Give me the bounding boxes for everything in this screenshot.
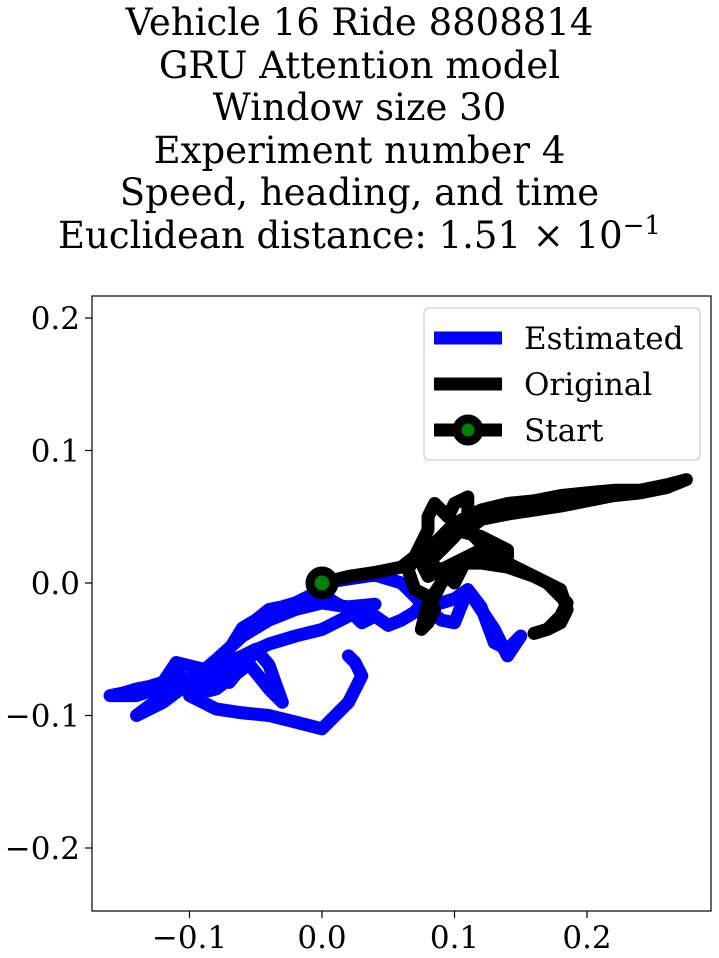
series-line-estimated: [103, 568, 528, 736]
start-layer: [305, 566, 339, 600]
start-marker: [305, 566, 339, 600]
title-line-6: Euclidean distance: 1.51 × 10−1: [0, 213, 719, 258]
y-tick-label: 0.0: [31, 566, 80, 602]
title-distance-exponent: −1: [622, 210, 661, 241]
x-tick-label: −0.1: [152, 920, 227, 956]
legend-label-start: Start: [524, 413, 604, 449]
legend: Estimated Original Start: [423, 307, 701, 461]
legend-label-original: Original: [524, 367, 652, 403]
title-line-4: Experiment number 4: [153, 128, 566, 172]
legend-start-marker: [452, 414, 484, 446]
plot-frame: [91, 295, 712, 912]
y-tick-label: −0.1: [5, 699, 80, 735]
x-tick-label: 0.2: [562, 920, 611, 956]
title-line-5: Speed, heading, and time: [119, 171, 600, 215]
legend-box: [423, 307, 701, 461]
x-tick-label: 0.0: [297, 920, 346, 956]
y-tick-label: 0.1: [31, 434, 80, 470]
title-line-1: Vehicle 16 Ride 8808814: [125, 1, 594, 44]
series-layer: [103, 473, 693, 736]
title-distance-prefix: Euclidean distance: 1.51 × 10: [58, 213, 623, 257]
y-tick-label: 0.2: [31, 301, 80, 337]
chart-title: Vehicle 16 Ride 8808814 GRU Attention mo…: [0, 1, 719, 258]
title-line-3: Window size 30: [212, 86, 507, 130]
series-line-original: [315, 473, 693, 640]
legend-label-estimated: Estimated: [524, 321, 683, 357]
title-line-2: GRU Attention model: [158, 43, 561, 87]
x-tick-label: 0.1: [430, 920, 479, 956]
tick-layer: −0.1 0.0 0.1 0.2 0.2 0.1 0.0 −0.1 −0.2: [5, 301, 612, 956]
y-tick-label: −0.2: [5, 831, 80, 867]
